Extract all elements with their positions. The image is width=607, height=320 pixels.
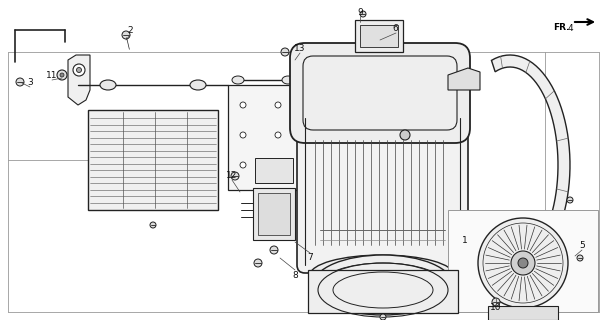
Ellipse shape <box>73 64 85 76</box>
Ellipse shape <box>122 31 130 39</box>
Bar <box>360 25 398 47</box>
Ellipse shape <box>380 314 386 320</box>
Polygon shape <box>448 68 480 90</box>
Text: 11: 11 <box>46 70 58 79</box>
Polygon shape <box>308 270 458 313</box>
Bar <box>258 193 290 235</box>
Bar <box>228 85 298 190</box>
Text: 13: 13 <box>294 44 306 52</box>
Text: 3: 3 <box>27 77 33 86</box>
Ellipse shape <box>57 70 67 80</box>
Ellipse shape <box>190 80 206 90</box>
Bar <box>448 210 598 312</box>
Ellipse shape <box>100 80 116 90</box>
Ellipse shape <box>577 255 583 261</box>
Ellipse shape <box>567 197 573 203</box>
Ellipse shape <box>150 222 156 228</box>
Ellipse shape <box>254 259 262 267</box>
FancyBboxPatch shape <box>297 102 468 273</box>
Ellipse shape <box>275 132 281 138</box>
Ellipse shape <box>282 76 294 84</box>
Ellipse shape <box>400 130 410 140</box>
Ellipse shape <box>478 218 568 308</box>
Ellipse shape <box>518 258 528 268</box>
Polygon shape <box>68 55 90 105</box>
Ellipse shape <box>76 68 81 73</box>
Ellipse shape <box>240 102 246 108</box>
Text: 7: 7 <box>307 253 313 262</box>
Bar <box>253 188 295 240</box>
Text: 1: 1 <box>462 236 468 244</box>
Ellipse shape <box>240 132 246 138</box>
Text: 5: 5 <box>579 241 585 250</box>
Ellipse shape <box>275 102 281 108</box>
Text: 10: 10 <box>490 303 502 313</box>
Text: 6: 6 <box>392 23 398 33</box>
Bar <box>255 158 293 183</box>
Bar <box>488 306 558 320</box>
Ellipse shape <box>240 162 246 168</box>
Bar <box>88 110 218 210</box>
Text: 4: 4 <box>567 23 573 33</box>
Ellipse shape <box>60 73 64 77</box>
Text: 8: 8 <box>292 270 298 279</box>
Text: FR.: FR. <box>554 22 570 31</box>
FancyBboxPatch shape <box>290 43 470 143</box>
Ellipse shape <box>360 11 366 17</box>
Bar <box>355 20 403 52</box>
Text: 2: 2 <box>127 26 133 35</box>
Ellipse shape <box>511 251 535 275</box>
Ellipse shape <box>275 162 281 168</box>
Text: 9: 9 <box>357 7 363 17</box>
Text: 12: 12 <box>226 171 238 180</box>
Ellipse shape <box>310 255 454 295</box>
Ellipse shape <box>231 172 239 180</box>
Ellipse shape <box>16 78 24 86</box>
Ellipse shape <box>232 76 244 84</box>
Ellipse shape <box>270 246 278 254</box>
Ellipse shape <box>313 255 453 315</box>
Ellipse shape <box>281 48 289 56</box>
Ellipse shape <box>492 298 500 306</box>
Polygon shape <box>492 55 570 275</box>
